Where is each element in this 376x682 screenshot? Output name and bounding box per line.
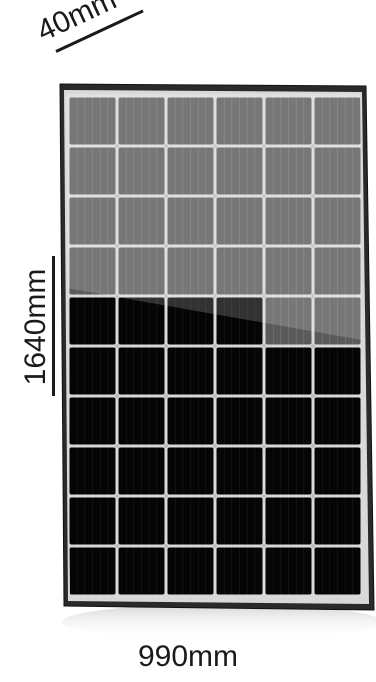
busbar-junction <box>114 143 120 149</box>
busbar-junction <box>261 443 267 449</box>
busbar-junction <box>163 543 169 549</box>
width-label: 990mm <box>137 640 239 673</box>
busbar-junction <box>212 393 218 399</box>
busbar-junction <box>310 243 316 249</box>
busbar-junction <box>163 493 169 499</box>
busbar-junction <box>212 493 218 499</box>
glare-overlay <box>66 94 362 340</box>
busbar-junction <box>114 343 120 349</box>
busbar-junction <box>114 293 120 299</box>
busbar-junction <box>310 193 316 199</box>
busbar-junction <box>261 293 267 299</box>
busbar-junction <box>310 293 316 299</box>
busbar-junction <box>261 143 267 149</box>
busbar-junction <box>163 443 169 449</box>
busbar-junction <box>261 493 267 499</box>
busbar-junction <box>163 343 169 349</box>
busbar-junction <box>163 243 169 249</box>
busbar-junction <box>212 443 218 449</box>
busbar-junction <box>114 493 120 499</box>
busbar-junction <box>114 393 120 399</box>
busbar-junction <box>114 543 120 549</box>
busbar-junction <box>310 343 316 349</box>
busbar-junction <box>212 143 218 149</box>
busbar-junction <box>261 193 267 199</box>
busbar-junction <box>261 243 267 249</box>
busbar-junction <box>310 393 316 399</box>
busbar-junction <box>114 193 120 199</box>
panel-shadow <box>62 604 376 640</box>
busbar-junction <box>212 343 218 349</box>
busbar-junction <box>310 493 316 499</box>
busbar-junction <box>261 543 267 549</box>
busbar-junction <box>163 393 169 399</box>
busbar-junction <box>163 143 169 149</box>
height-dimension-line <box>52 256 55 396</box>
busbar-junction <box>163 193 169 199</box>
busbar-junction <box>310 543 316 549</box>
busbar-junction <box>261 343 267 349</box>
busbar-junction <box>212 543 218 549</box>
busbar-junction <box>114 243 120 249</box>
busbar-junction <box>163 293 169 299</box>
busbar-junction <box>310 443 316 449</box>
cell-grid <box>69 97 361 595</box>
busbar-junction <box>212 193 218 199</box>
busbar-junction <box>212 243 218 249</box>
busbar-junction <box>212 293 218 299</box>
busbar-junction <box>261 393 267 399</box>
busbar-junction <box>114 443 120 449</box>
busbar-junction <box>310 143 316 149</box>
